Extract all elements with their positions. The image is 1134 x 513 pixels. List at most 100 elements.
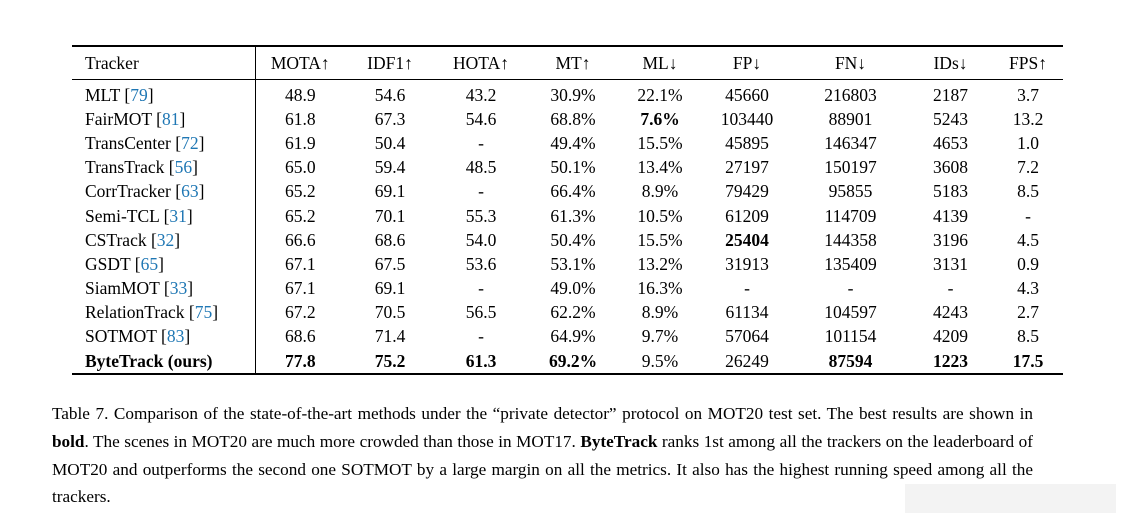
tracker-cell: CorrTracker [63] bbox=[72, 179, 256, 204]
table-row: TransCenter [72] 61.9 50.4 - 49.4% 15.5% 45895… bbox=[72, 131, 1063, 156]
table-row: FairMOT [81] 61.8 67.3 54.6 68.8% 7.6% 103440 8… bbox=[72, 107, 1063, 132]
table-row: ByteTrack (ours) 77.8 75.2 61.3 69.2% 9.5% 262… bbox=[72, 349, 1063, 375]
citation-link[interactable]: 32 bbox=[156, 229, 175, 250]
citation-link[interactable]: 79 bbox=[130, 84, 148, 105]
column-header: IDF1↑ bbox=[345, 46, 435, 80]
metric-cell: 61.8 bbox=[284, 108, 316, 129]
metric-cell: 13.2% bbox=[637, 253, 683, 274]
citation-link[interactable]: 81 bbox=[161, 108, 180, 129]
metric-cell: 50.4 bbox=[374, 132, 406, 153]
metric-cell: 61.9 bbox=[284, 132, 316, 153]
metric-cell: 144358 bbox=[824, 229, 877, 250]
tracker-name: Semi-TCL bbox=[85, 205, 160, 226]
tracker-cell: Semi-TCL [31] bbox=[72, 203, 256, 229]
metric-cell: 79429 bbox=[725, 181, 769, 202]
metric-cell: 104597 bbox=[824, 302, 877, 323]
citation-link[interactable]: 33 bbox=[169, 278, 188, 299]
metric-cell: 70.1 bbox=[374, 205, 406, 226]
tracker-cell: SOTMOT [83] bbox=[72, 324, 256, 350]
table-row: TransTrack [56] 65.0 59.4 48.5 50.1% 13.4% 271… bbox=[72, 155, 1063, 180]
metric-cell: - bbox=[478, 278, 484, 299]
metric-cell: 67.2 bbox=[284, 302, 316, 323]
metric-cell: 5243 bbox=[933, 108, 968, 129]
metric-cell: - bbox=[947, 278, 954, 299]
tracker-cell: FairMOT [81] bbox=[72, 107, 256, 132]
table-body: MLT [79] 48.9 54.6 43.2 30.9% 22.1% 45660 21680… bbox=[72, 79, 1063, 375]
citation-link[interactable]: 72 bbox=[181, 132, 199, 153]
metric-cell: - bbox=[744, 278, 750, 299]
metric-cell: 62.2% bbox=[550, 302, 596, 323]
tracker-name: SOTMOT bbox=[85, 326, 157, 347]
metric-cell: 13.4% bbox=[637, 157, 683, 178]
table-caption: Table 7. Comparison of the state-of-the-… bbox=[52, 400, 1033, 511]
gray-patch-artifact bbox=[905, 484, 1116, 513]
tracker-cell: SiamMOT [33] bbox=[72, 276, 256, 301]
table-row: MLT [79] 48.9 54.6 43.2 30.9% 22.1% 45660 21680… bbox=[72, 79, 1063, 108]
metric-cell: 61209 bbox=[725, 205, 769, 226]
caption-segment: bold bbox=[52, 431, 85, 451]
column-header: HOTA↑ bbox=[435, 46, 527, 80]
metric-cell: 1223 bbox=[933, 350, 968, 371]
metric-cell: 61.3% bbox=[550, 205, 596, 226]
metric-cell: 65.2 bbox=[284, 205, 316, 226]
metric-cell: 1.0 bbox=[1017, 132, 1039, 153]
citation-link[interactable]: 56 bbox=[174, 157, 193, 178]
tracker-cell: TransTrack [56] bbox=[72, 155, 256, 180]
tracker-cell: CSTrack [32] bbox=[72, 228, 256, 253]
table-row: RelationTrack [75] 67.2 70.5 56.5 62.2% 8.9% 6… bbox=[72, 300, 1063, 325]
metric-cell: 69.1 bbox=[374, 278, 406, 299]
comparison-table: Tracker MOTA↑ IDF1↑ HOTA↑ MT↑ ML↓ FP↓ FN↓ IDs↓ FP… bbox=[72, 45, 1063, 376]
tracker-name: GSDT bbox=[85, 253, 131, 274]
metric-cell: 4243 bbox=[933, 302, 968, 323]
metric-cell: 22.1% bbox=[637, 84, 683, 105]
citation-link[interactable]: 31 bbox=[169, 205, 187, 226]
citation-link[interactable]: 83 bbox=[166, 326, 185, 347]
metric-cell: 17.5 bbox=[1012, 350, 1044, 371]
metric-cell: 2187 bbox=[933, 84, 968, 105]
metric-cell: 70.5 bbox=[374, 302, 406, 323]
metric-cell: 65.0 bbox=[284, 157, 316, 178]
metric-cell: 49.0% bbox=[550, 278, 596, 299]
metric-cell: 67.1 bbox=[284, 253, 316, 274]
tracker-name: TransCenter bbox=[85, 132, 171, 153]
metric-cell: 64.9% bbox=[550, 326, 596, 347]
metric-cell: 3196 bbox=[933, 229, 968, 250]
citation-link[interactable]: 65 bbox=[140, 253, 159, 274]
citation-link[interactable]: 63 bbox=[181, 181, 199, 202]
table-row: CSTrack [32] 66.6 68.6 54.0 50.4% 15.5% 25404 1… bbox=[72, 228, 1063, 253]
metric-cell: 65.2 bbox=[284, 181, 316, 202]
metric-cell: 95855 bbox=[828, 181, 873, 202]
tracker-cell: TransCenter [72] bbox=[72, 131, 256, 156]
column-header: FPS↑ bbox=[993, 46, 1063, 80]
metric-cell: 53.1% bbox=[550, 253, 596, 274]
citation-link[interactable]: 75 bbox=[194, 302, 213, 323]
metric-cell: 31913 bbox=[725, 253, 769, 274]
metric-cell: 3131 bbox=[933, 253, 968, 274]
table-row: SiamMOT [33] 67.1 69.1 - 49.0% 16.3% - - - 4.3 bbox=[72, 276, 1063, 301]
metric-cell: 27197 bbox=[725, 157, 769, 178]
metric-cell: 4653 bbox=[933, 132, 968, 153]
caption-segment: . The scenes in MOT20 are much more crow… bbox=[84, 431, 581, 451]
metric-cell: - bbox=[478, 181, 484, 202]
metric-cell: 67.1 bbox=[284, 278, 316, 299]
metric-cell: 8.5 bbox=[1017, 326, 1039, 347]
metric-cell: 4209 bbox=[933, 326, 968, 347]
metric-cell: - bbox=[1025, 205, 1031, 226]
caption-segment: ranks 1st among all the trackers on the … bbox=[52, 431, 1034, 507]
metric-cell: - bbox=[847, 278, 854, 299]
column-header: ML↓ bbox=[619, 46, 701, 80]
column-header: MT↑ bbox=[527, 46, 619, 80]
metric-cell: 10.5% bbox=[637, 205, 683, 226]
metric-cell: 45660 bbox=[725, 84, 769, 105]
tracker-cell: ByteTrack (ours) bbox=[72, 349, 256, 375]
metric-cell: 7.2 bbox=[1017, 157, 1039, 178]
metric-cell: 66.4% bbox=[550, 181, 596, 202]
tracker-cell: MLT [79] bbox=[72, 79, 256, 108]
results-table: Tracker MOTA↑ IDF1↑ HOTA↑ MT↑ ML↓ FP↓ FN↓ IDs↓ FP… bbox=[72, 45, 1063, 376]
tracker-name: SiamMOT bbox=[85, 278, 160, 299]
metric-cell: 68.6 bbox=[374, 229, 406, 250]
metric-cell: 8.5 bbox=[1017, 181, 1039, 202]
metric-cell: - bbox=[478, 326, 484, 347]
metric-cell: 15.5% bbox=[637, 132, 683, 153]
